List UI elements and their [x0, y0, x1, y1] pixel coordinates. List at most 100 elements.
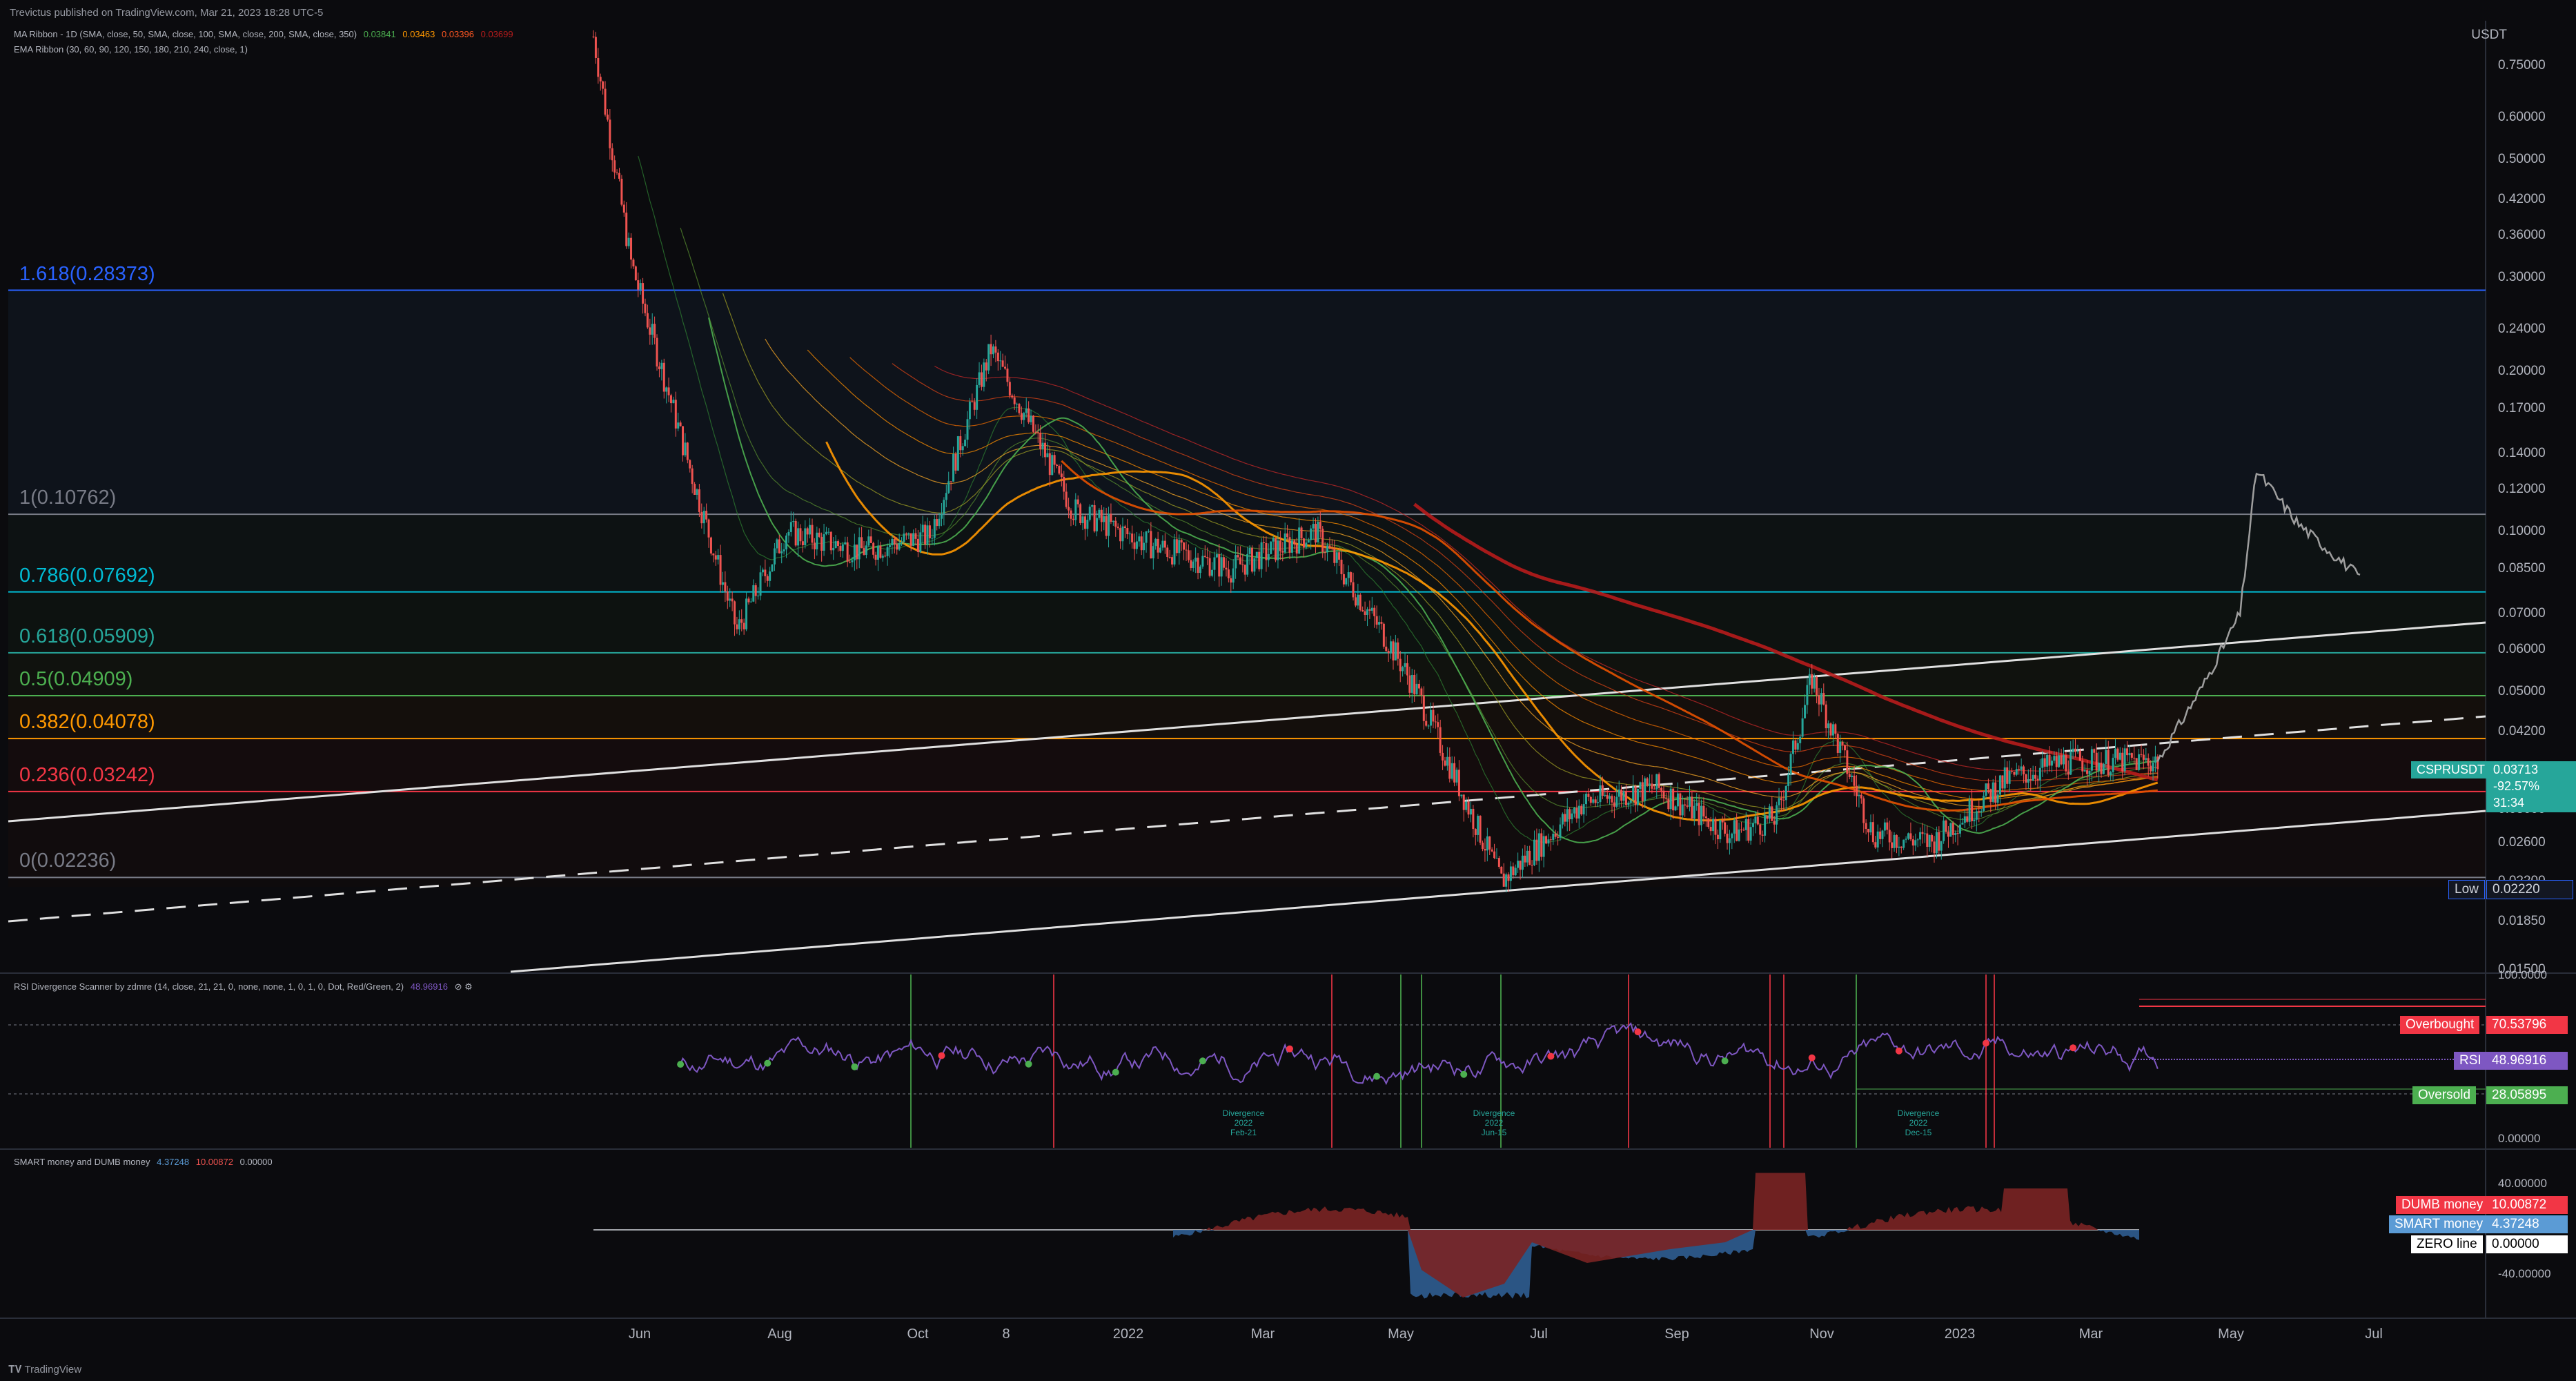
money-axis-bottom: -40.00000	[2498, 1267, 2551, 1280]
candle	[1314, 518, 1317, 554]
candle	[1528, 845, 1531, 865]
candle	[1545, 835, 1548, 845]
candle	[1742, 827, 1745, 832]
candle	[820, 532, 823, 562]
candle	[907, 532, 910, 540]
time-tick: Nov	[1809, 1326, 1834, 1342]
candle	[597, 48, 600, 84]
candle	[1023, 411, 1025, 427]
candle	[1907, 832, 1910, 841]
candle	[916, 529, 919, 558]
candle	[769, 567, 771, 587]
candle	[1747, 815, 1750, 843]
smart-dumb-legend[interactable]: SMART money and DUMB money 4.37248 10.00…	[14, 1157, 277, 1167]
candle	[1213, 551, 1216, 582]
candle	[1940, 841, 1943, 860]
candle	[1789, 752, 1792, 786]
candle	[1791, 731, 1794, 763]
candle	[844, 536, 847, 546]
candle	[2142, 749, 2145, 770]
candle	[1041, 432, 1044, 458]
candle	[743, 618, 745, 635]
candle	[1796, 738, 1799, 753]
tv-icon: 𝐓𝐕	[8, 1364, 22, 1375]
candle	[834, 535, 837, 549]
candle	[1517, 852, 1520, 873]
candle	[2098, 752, 2101, 783]
candle	[1524, 845, 1526, 867]
ema-ribbon-legend[interactable]: EMA Ribbon (30, 60, 90, 120, 150, 180, 2…	[14, 44, 248, 55]
candle	[1237, 546, 1239, 560]
candle	[1072, 515, 1074, 525]
candle	[983, 358, 985, 392]
candle	[1989, 788, 1992, 812]
ema-line	[934, 365, 2158, 772]
candle	[620, 175, 623, 207]
candle	[1128, 531, 1131, 545]
candle	[1615, 785, 1618, 809]
candle	[1081, 513, 1084, 531]
candle	[616, 169, 618, 175]
candle	[1865, 819, 1867, 835]
candle	[1319, 511, 1321, 538]
candle	[1724, 813, 1727, 837]
candle	[1996, 790, 1999, 811]
candle	[1444, 756, 1446, 767]
rsi-legend[interactable]: RSI Divergence Scanner by zdmre (14, clo…	[14, 981, 477, 992]
candle	[1749, 818, 1752, 845]
candle	[2055, 752, 2058, 778]
candle	[2147, 753, 2150, 777]
candle	[2138, 748, 2141, 772]
rsi-axis-top: 100.0000	[2498, 968, 2547, 981]
candle	[867, 529, 870, 547]
candle	[1161, 535, 1164, 551]
candle	[1712, 810, 1715, 841]
ma-ribbon-legend[interactable]: MA Ribbon - 1D (SMA, close, 50, SMA, clo…	[14, 29, 518, 39]
candle	[700, 503, 703, 529]
candle	[809, 518, 812, 539]
candle	[2023, 765, 2025, 783]
rsi-signal-dot	[677, 1061, 685, 1068]
candle	[759, 565, 762, 600]
candle	[653, 316, 656, 345]
candle	[1370, 596, 1373, 614]
candle	[1453, 756, 1456, 787]
candle	[1399, 650, 1402, 683]
candle	[1263, 536, 1266, 554]
candle	[2008, 761, 2011, 793]
candle	[1143, 532, 1146, 559]
candle	[987, 344, 990, 375]
candle	[1825, 701, 1827, 737]
candle	[1046, 442, 1049, 458]
divergence-label: Feb-21	[1230, 1128, 1257, 1137]
candle	[1963, 810, 1966, 829]
candle	[806, 527, 809, 543]
candle	[1867, 828, 1870, 842]
candle	[1983, 791, 1985, 812]
candle	[1484, 838, 1486, 862]
candle	[2110, 770, 2112, 781]
candle	[1966, 808, 1969, 823]
fib-label: 0.618(0.05909)	[19, 625, 155, 647]
candle	[1267, 543, 1270, 567]
candle	[1947, 826, 1949, 848]
dumb-money-label: DUMB money	[2396, 1196, 2489, 1214]
candle	[1451, 756, 1453, 781]
candle	[1662, 785, 1665, 805]
candle	[1674, 805, 1677, 812]
candle	[1618, 781, 1620, 807]
candle	[1439, 719, 1442, 756]
candle	[1185, 541, 1188, 562]
candle	[1361, 606, 1364, 612]
candle	[1192, 559, 1194, 572]
candle	[1500, 865, 1503, 874]
candle	[1664, 792, 1667, 802]
candle	[646, 304, 649, 329]
candle	[609, 108, 611, 160]
divergence-label: Divergence	[1223, 1108, 1265, 1118]
eye-icon[interactable]: ⊘ ⚙	[454, 981, 473, 992]
candle	[2095, 743, 2098, 777]
rsi-signal-dot	[764, 1059, 771, 1067]
rsi-signal-dot	[2069, 1044, 2077, 1052]
candle	[818, 528, 820, 538]
